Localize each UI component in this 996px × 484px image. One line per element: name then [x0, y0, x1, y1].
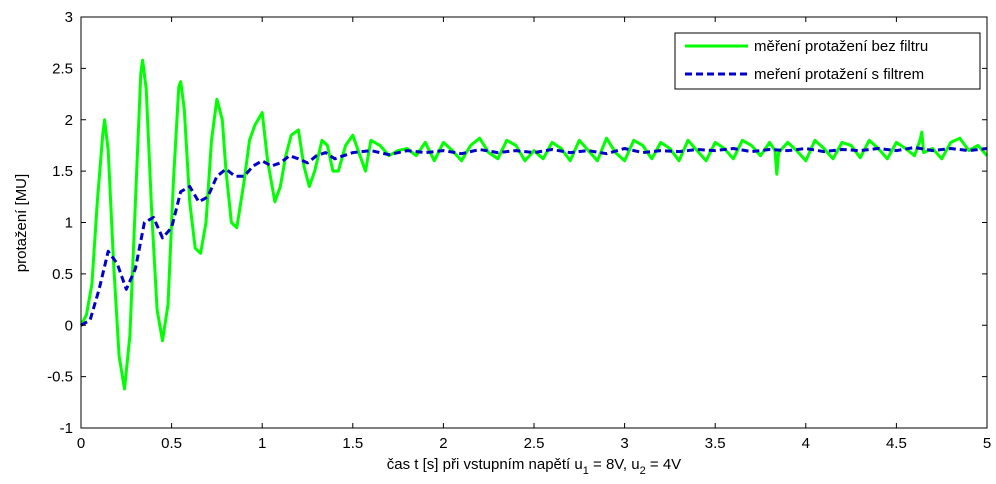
- x-tick-label: 1: [258, 435, 266, 452]
- legend: měření protažení bez filtru meření prota…: [674, 32, 981, 90]
- x-tick-label: 2.5: [524, 435, 545, 452]
- y-tick-label: 1.5: [52, 163, 73, 180]
- legend-label-0: měření protažení bez filtru: [754, 38, 928, 55]
- x-tick-label: 3.5: [705, 435, 726, 452]
- y-tick-label: 3: [65, 9, 73, 26]
- x-tick-label: 3: [620, 435, 628, 452]
- x-tick-label: 0.5: [161, 435, 182, 452]
- x-tick-label: 4: [802, 435, 810, 452]
- x-tick-label: 5: [983, 435, 991, 452]
- x-tick-label: 0: [77, 435, 85, 452]
- series-line-1: [80, 146, 988, 327]
- y-tick-label: 0.5: [52, 266, 73, 283]
- y-tick-label: 2.5: [52, 60, 73, 77]
- series-line-0: [79, 58, 989, 391]
- legend-box: [674, 32, 981, 90]
- x-axis-label: čas t [s] při vstupním napětí u1 = 8V, u…: [387, 456, 681, 477]
- y-tick-label: 2: [65, 112, 73, 129]
- ticks-layer: 0 0.5 1 1.5 2 2.5 3 3.5 4 4.5 5 -1 -0.5 0 0.5 1 1.5 2 2.5 3: [47, 9, 991, 452]
- x-tick-label: 4.5: [886, 435, 907, 452]
- x-tick-label: 2: [439, 435, 447, 452]
- y-tick-label: 0: [65, 317, 73, 334]
- x-tick-label: 1.5: [342, 435, 363, 452]
- y-tick-label: -0.5: [47, 369, 73, 386]
- y-axis-label: protažení [MU]: [13, 174, 30, 272]
- y-tick-label: -1: [60, 420, 73, 437]
- y-tick-label: 1: [65, 215, 73, 232]
- legend-label-1: meření protažení s filtrem: [754, 66, 924, 83]
- series-layer: [79, 58, 989, 391]
